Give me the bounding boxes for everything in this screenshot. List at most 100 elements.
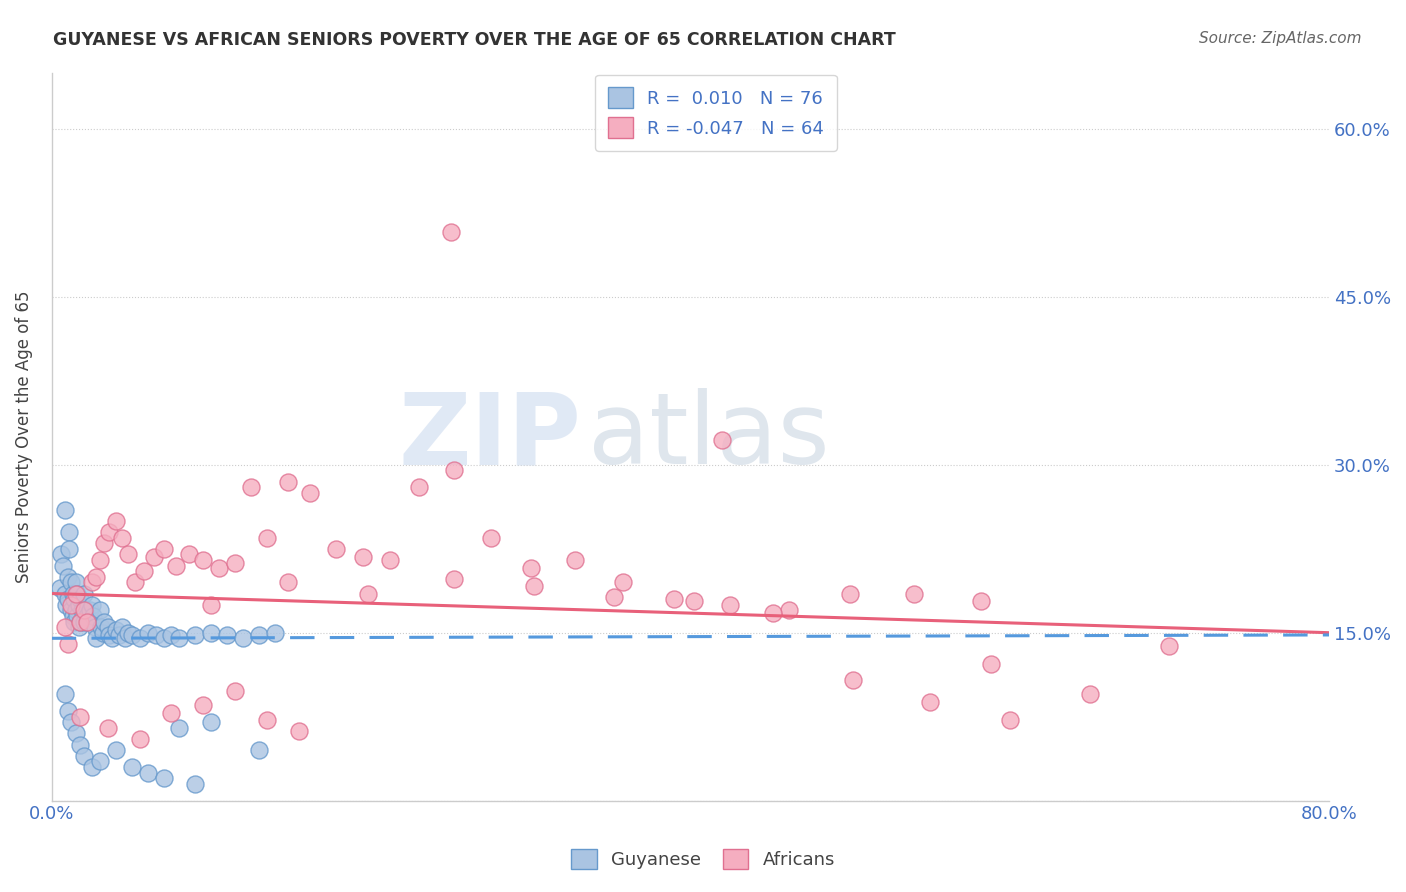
Point (86, 632, 108, 646)
Point (53, 687, 76, 701)
Point (80, 575, 103, 590)
Point (59, 715, 82, 730)
Point (104, 514, 127, 528)
Point (69, 615, 91, 629)
Point (839, 586, 862, 600)
Point (152, 771, 174, 785)
Point (89, 553, 111, 567)
Point (66, 608, 89, 623)
Point (62, 608, 84, 623)
Point (58, 541, 80, 556)
Point (193, 698, 215, 713)
Point (240, 480, 263, 494)
Text: atlas: atlas (588, 388, 830, 485)
Point (564, 553, 586, 567)
Point (77, 615, 100, 629)
Point (97, 620, 120, 634)
Point (73, 748, 96, 763)
Point (193, 553, 215, 567)
Point (65, 726, 87, 740)
Point (111, 620, 134, 634)
Point (918, 695, 941, 709)
Point (63, 592, 86, 607)
Point (217, 628, 239, 642)
Point (75, 603, 97, 617)
Point (59, 603, 82, 617)
Text: Source: ZipAtlas.com: Source: ZipAtlas.com (1198, 31, 1361, 46)
Point (142, 549, 165, 564)
Point (67, 620, 90, 634)
Point (200, 598, 222, 612)
Point (76, 615, 98, 629)
Point (65, 586, 87, 600)
Point (200, 625, 222, 640)
Point (124, 575, 146, 590)
Point (53, 620, 76, 634)
Point (1159, 639, 1181, 653)
Point (380, 553, 402, 567)
Point (408, 480, 430, 494)
Point (184, 628, 207, 642)
Point (117, 625, 139, 640)
Text: ZIP: ZIP (399, 388, 582, 485)
Point (65, 603, 87, 617)
Point (73, 603, 96, 617)
Point (83, 620, 105, 634)
Point (443, 572, 465, 586)
Point (288, 724, 311, 739)
Point (152, 541, 174, 556)
Point (247, 743, 270, 757)
Point (65, 575, 87, 590)
Point (73, 615, 96, 629)
Point (117, 547, 139, 561)
Point (62, 586, 84, 600)
Point (612, 575, 634, 590)
Point (89, 755, 111, 769)
Point (114, 632, 136, 646)
Point (89, 603, 111, 617)
Point (277, 575, 299, 590)
Point (55, 598, 77, 612)
Point (69, 615, 91, 629)
Point (56, 570, 79, 584)
Point (165, 558, 187, 573)
Point (56, 637, 79, 651)
Point (998, 713, 1021, 727)
Point (711, 433, 734, 447)
Point (184, 777, 207, 791)
Legend: Guyanese, Africans: Guyanese, Africans (562, 839, 844, 879)
Point (63, 615, 86, 629)
Point (224, 556, 246, 570)
Point (86, 570, 108, 584)
Point (256, 713, 278, 727)
Point (1078, 687, 1101, 701)
Point (70, 603, 93, 617)
Point (52, 558, 75, 573)
Point (134, 564, 156, 578)
Point (80, 598, 103, 612)
Point (519, 561, 541, 575)
Point (91, 625, 114, 640)
Point (136, 625, 159, 640)
Point (93, 536, 115, 550)
Point (59, 598, 82, 612)
Point (842, 673, 865, 687)
Point (603, 590, 626, 604)
Point (160, 628, 183, 642)
Point (169, 721, 191, 735)
Point (73, 586, 96, 600)
Point (980, 657, 1002, 671)
Point (90, 620, 112, 634)
Point (98, 524, 121, 539)
Text: GUYANESE VS AFRICAN SENIORS POVERTY OVER THE AGE OF 65 CORRELATION CHART: GUYANESE VS AFRICAN SENIORS POVERTY OVER… (53, 31, 896, 49)
Point (67, 598, 90, 612)
Point (664, 592, 686, 607)
Point (111, 531, 134, 545)
Point (169, 632, 191, 646)
Point (903, 586, 925, 600)
Point (69, 738, 91, 752)
Point (778, 603, 800, 617)
Y-axis label: Seniors Poverty Over the Age of 65: Seniors Poverty Over the Age of 65 (15, 291, 32, 583)
Point (352, 549, 374, 564)
Point (200, 715, 222, 730)
